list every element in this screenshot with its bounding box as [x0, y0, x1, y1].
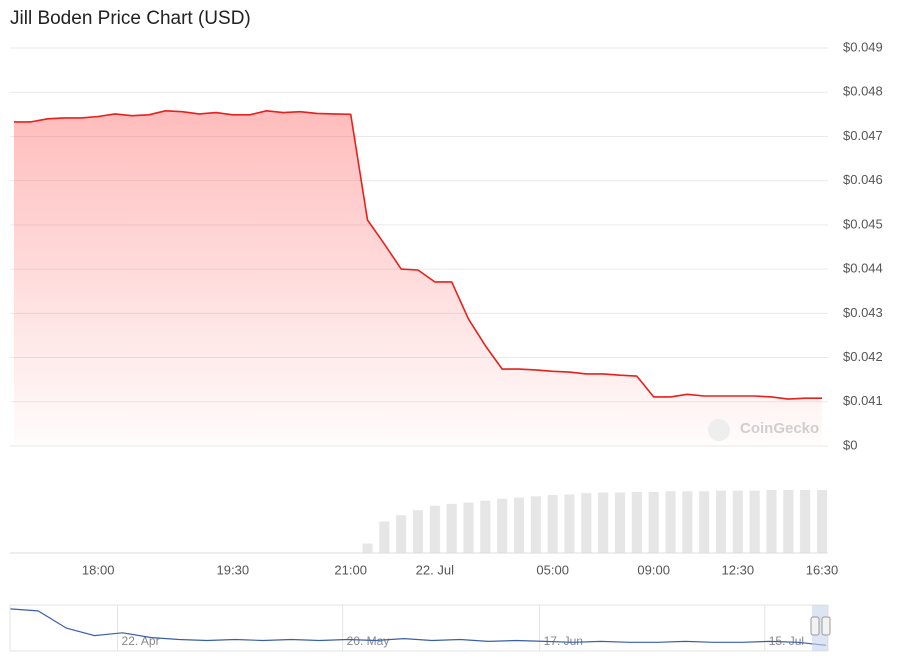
volume-bar	[699, 491, 710, 553]
volume-bar	[598, 492, 609, 553]
y-tick-label: $0.049	[843, 39, 883, 54]
volume-bar	[530, 496, 541, 553]
y-tick-label: $0.042	[843, 349, 883, 364]
navigator-label: 17. Jun	[544, 634, 583, 648]
navigator-label: 20. May	[347, 634, 390, 648]
volume-bar	[648, 491, 659, 553]
chart-title: Jill Boden Price Chart (USD)	[10, 8, 251, 29]
volume-bar	[513, 497, 525, 553]
y-tick-label: $0.041	[843, 393, 883, 408]
volume-bar	[783, 490, 794, 553]
x-tick-label: 18:00	[82, 562, 115, 577]
volume-bar	[412, 510, 424, 553]
price-line	[14, 110, 822, 400]
volume-bar	[631, 491, 642, 553]
y-tick-label: $0.043	[843, 305, 883, 320]
x-tick-label: 05:00	[536, 562, 569, 577]
volume-bar	[581, 493, 592, 553]
volume-bar	[463, 502, 474, 553]
area-fill	[14, 110, 822, 447]
volume-bar	[665, 491, 676, 553]
navigator-label: 15. Jul	[769, 634, 804, 648]
x-tick-label: 22. Jul	[416, 562, 454, 577]
volume-bar	[446, 503, 457, 553]
volume-bar	[614, 492, 626, 553]
volume-bar	[816, 490, 828, 553]
volume-bar	[682, 491, 693, 553]
volume-bar	[749, 490, 760, 553]
volume-bar	[362, 543, 373, 553]
volume-bar	[480, 500, 491, 553]
y-tick-label: $0.044	[843, 261, 883, 276]
y-tick-label: $0.046	[843, 172, 883, 187]
volume-bar	[497, 498, 508, 553]
navigator-line	[9, 608, 827, 646]
navigator-handle[interactable]	[810, 616, 820, 636]
volume-bar	[379, 521, 390, 553]
y-tick-label: $0.047	[843, 128, 883, 143]
volume-bar	[564, 494, 575, 553]
volume-bar	[429, 505, 440, 553]
y-tick-label: $0.048	[843, 84, 883, 99]
y-tick-label: $0.045	[843, 216, 883, 231]
x-tick-label: 16:30	[806, 562, 839, 577]
x-tick-label: 21:00	[334, 562, 367, 577]
volume-bar	[800, 490, 811, 553]
y-tick-label: $0	[843, 437, 857, 452]
volume-bar	[766, 490, 777, 553]
watermark: CoinGecko	[740, 420, 819, 437]
x-tick-label: 09:00	[637, 562, 670, 577]
x-tick-label: 19:30	[217, 562, 250, 577]
volume-bar	[715, 490, 727, 553]
volume-bar	[396, 515, 407, 553]
volume-bar	[547, 495, 558, 553]
volume-bar	[732, 490, 743, 553]
x-tick-label: 12:30	[722, 562, 755, 577]
navigator-handle[interactable]	[821, 616, 831, 636]
watermark-logo	[708, 419, 730, 441]
